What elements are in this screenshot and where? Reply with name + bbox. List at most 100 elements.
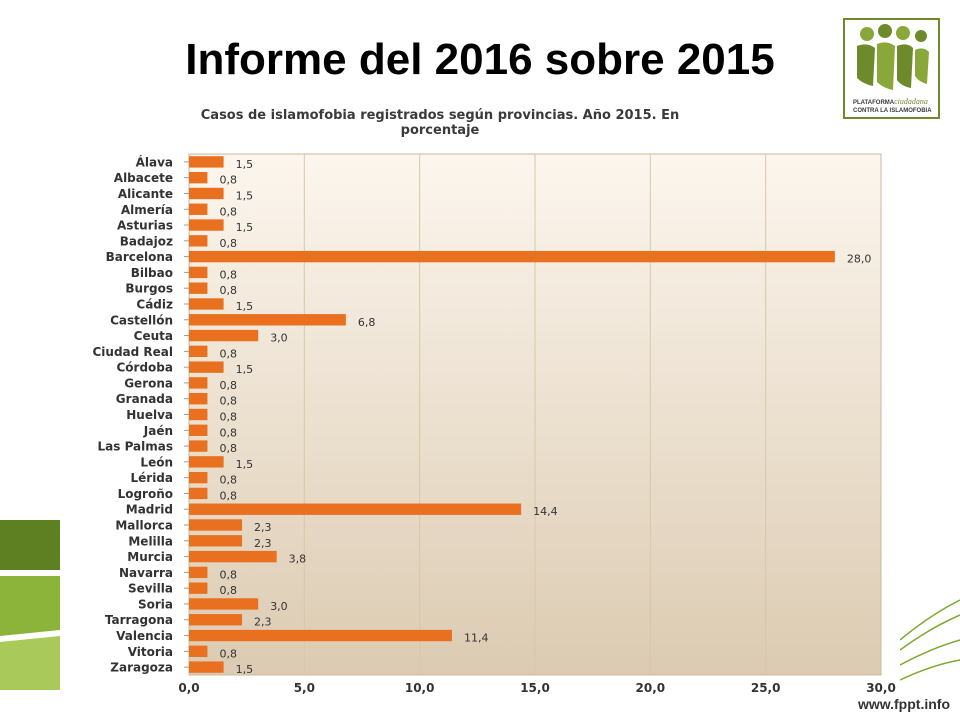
value-label: 11,4 [464, 632, 489, 645]
bar [189, 314, 346, 326]
value-label: 2,3 [254, 521, 272, 534]
value-label: 3,0 [270, 600, 288, 613]
bar [189, 282, 208, 294]
bar [189, 629, 452, 642]
category-label: Lérida [130, 471, 173, 485]
value-label: 0,8 [219, 174, 237, 187]
value-label: 6,8 [358, 316, 376, 329]
bar [189, 566, 208, 579]
x-tick-label: 15,0 [520, 681, 550, 695]
chart-title-line-2: porcentaje [401, 123, 480, 138]
logo-prefix: PLATAFORMA [853, 100, 895, 106]
bar [189, 219, 224, 231]
bar [189, 598, 259, 610]
x-tick-label: 30,0 [866, 681, 896, 695]
value-label: 2,3 [254, 537, 272, 550]
value-label: 1,5 [236, 300, 254, 313]
value-label: 0,8 [219, 395, 237, 408]
category-label: Asturias [117, 219, 173, 233]
value-label: 0,8 [219, 584, 237, 597]
category-label: Bilbao [131, 266, 173, 280]
value-label: 1,5 [236, 189, 254, 202]
bar [189, 171, 208, 184]
category-label: Córdoba [117, 361, 174, 375]
category-label: Alicante [118, 187, 173, 201]
bar [189, 440, 208, 452]
category-label: Álava [136, 154, 173, 169]
value-label: 2,3 [254, 616, 272, 629]
slide-title: Informe del 2016 sobre 2015 [185, 35, 775, 84]
bar [189, 250, 835, 263]
category-label: Vitoria [128, 645, 173, 659]
bar [189, 408, 208, 421]
value-label: 1,5 [236, 221, 254, 234]
category-label: Valencia [116, 629, 173, 643]
category-label: Las Palmas [98, 440, 174, 454]
value-label: 0,8 [219, 284, 237, 297]
chart-title-line-1: Casos de islamofobia registrados según p… [201, 108, 680, 123]
value-label: 0,8 [219, 237, 237, 250]
x-tick-label: 5,0 [294, 681, 315, 695]
value-label: 0,8 [219, 426, 237, 439]
bar [189, 361, 224, 373]
category-label: Melilla [128, 534, 173, 548]
bar [189, 266, 208, 279]
bar [189, 503, 522, 515]
footer-url: www.fppt.info [857, 696, 950, 712]
value-label: 0,8 [219, 205, 237, 218]
bar [189, 345, 208, 358]
category-label: Zaragoza [110, 661, 173, 675]
slide-decoration-left [0, 520, 60, 690]
people-icon [857, 24, 929, 90]
category-label: Jaén [143, 424, 173, 438]
category-label: Navarra [119, 566, 173, 580]
bar [189, 424, 208, 436]
value-label: 3,0 [270, 332, 288, 345]
category-label: Barcelona [106, 250, 173, 264]
x-tick-label: 20,0 [636, 681, 666, 695]
value-label: 0,8 [219, 474, 237, 487]
value-label: 0,8 [219, 268, 237, 281]
category-label: Castellón [110, 313, 173, 327]
bar [189, 329, 259, 342]
category-label: Burgos [125, 282, 173, 296]
bar [189, 298, 224, 310]
bar [189, 535, 243, 547]
value-label: 1,5 [236, 363, 254, 376]
bar [189, 487, 208, 500]
value-label: 0,8 [219, 568, 237, 581]
value-label: 28,0 [847, 253, 872, 266]
logo-script: ciudadana [894, 98, 928, 106]
bar [189, 377, 208, 389]
bar [189, 519, 243, 531]
x-tick-label: 25,0 [751, 681, 781, 695]
value-label: 0,8 [219, 647, 237, 660]
bar [189, 235, 208, 247]
value-label: 1,5 [236, 458, 254, 471]
category-label: Ciudad Real [92, 345, 173, 359]
value-label: 1,5 [236, 158, 254, 171]
x-tick-label: 10,0 [405, 681, 435, 695]
logo-line2: CONTRA LA ISLAMOFOBIA [853, 108, 932, 114]
category-label: Sevilla [128, 582, 173, 596]
category-label: Logroño [118, 487, 173, 501]
plataforma-logo: PLATAFORMAciudadana CONTRA LA ISLAMOFOBI… [843, 18, 940, 119]
bar [189, 456, 224, 468]
category-label: Murcia [127, 550, 173, 564]
bar [189, 582, 208, 594]
bar [189, 471, 208, 484]
category-label: Tarragona [105, 613, 173, 627]
category-label: Cádiz [136, 297, 173, 311]
bar [189, 614, 243, 626]
bar [189, 187, 224, 200]
value-label: 14,4 [533, 505, 558, 518]
category-label: Albacete [114, 171, 173, 185]
value-label: 0,8 [219, 411, 237, 424]
value-label: 0,8 [219, 347, 237, 360]
category-label: Badajoz [120, 234, 173, 248]
value-label: 0,8 [219, 379, 237, 392]
category-label: Granada [116, 392, 173, 406]
category-label: Gerona [124, 376, 173, 390]
category-label: Mallorca [115, 519, 173, 533]
category-label: Ceuta [134, 329, 173, 343]
